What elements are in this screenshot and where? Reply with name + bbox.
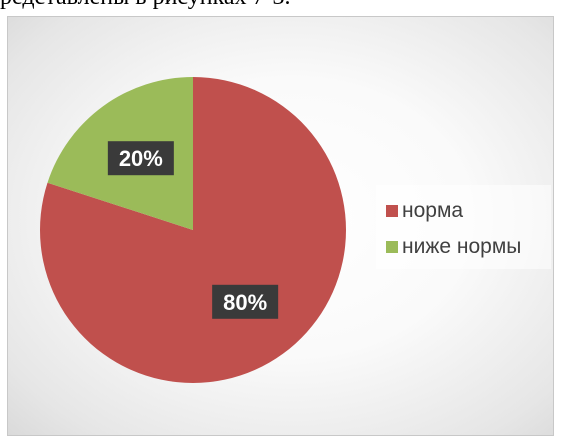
data-label-background	[212, 284, 279, 319]
chart-area: 80% 20% норма ниже нормы	[7, 16, 554, 436]
caption-text: редставлены в рисунках 7-3.	[0, 0, 291, 11]
pie-chart: 80% 20%	[39, 77, 347, 383]
legend-item-norma: норма	[386, 199, 463, 223]
data-label-background	[107, 141, 174, 176]
data-label-text: 20%	[119, 146, 163, 171]
legend-swatch-below-norm	[386, 241, 398, 253]
legend-label-below-norm: ниже нормы	[402, 235, 522, 258]
data-label-norma: 80%	[212, 284, 279, 319]
data-label-text: 80%	[223, 290, 267, 315]
legend-item-below-norm: ниже нормы	[386, 235, 521, 259]
data-label-below-norm: 20%	[107, 141, 174, 176]
legend-swatch-norma	[386, 205, 398, 217]
legend: норма ниже нормы	[376, 185, 551, 269]
legend-label-norma: норма	[402, 199, 464, 222]
